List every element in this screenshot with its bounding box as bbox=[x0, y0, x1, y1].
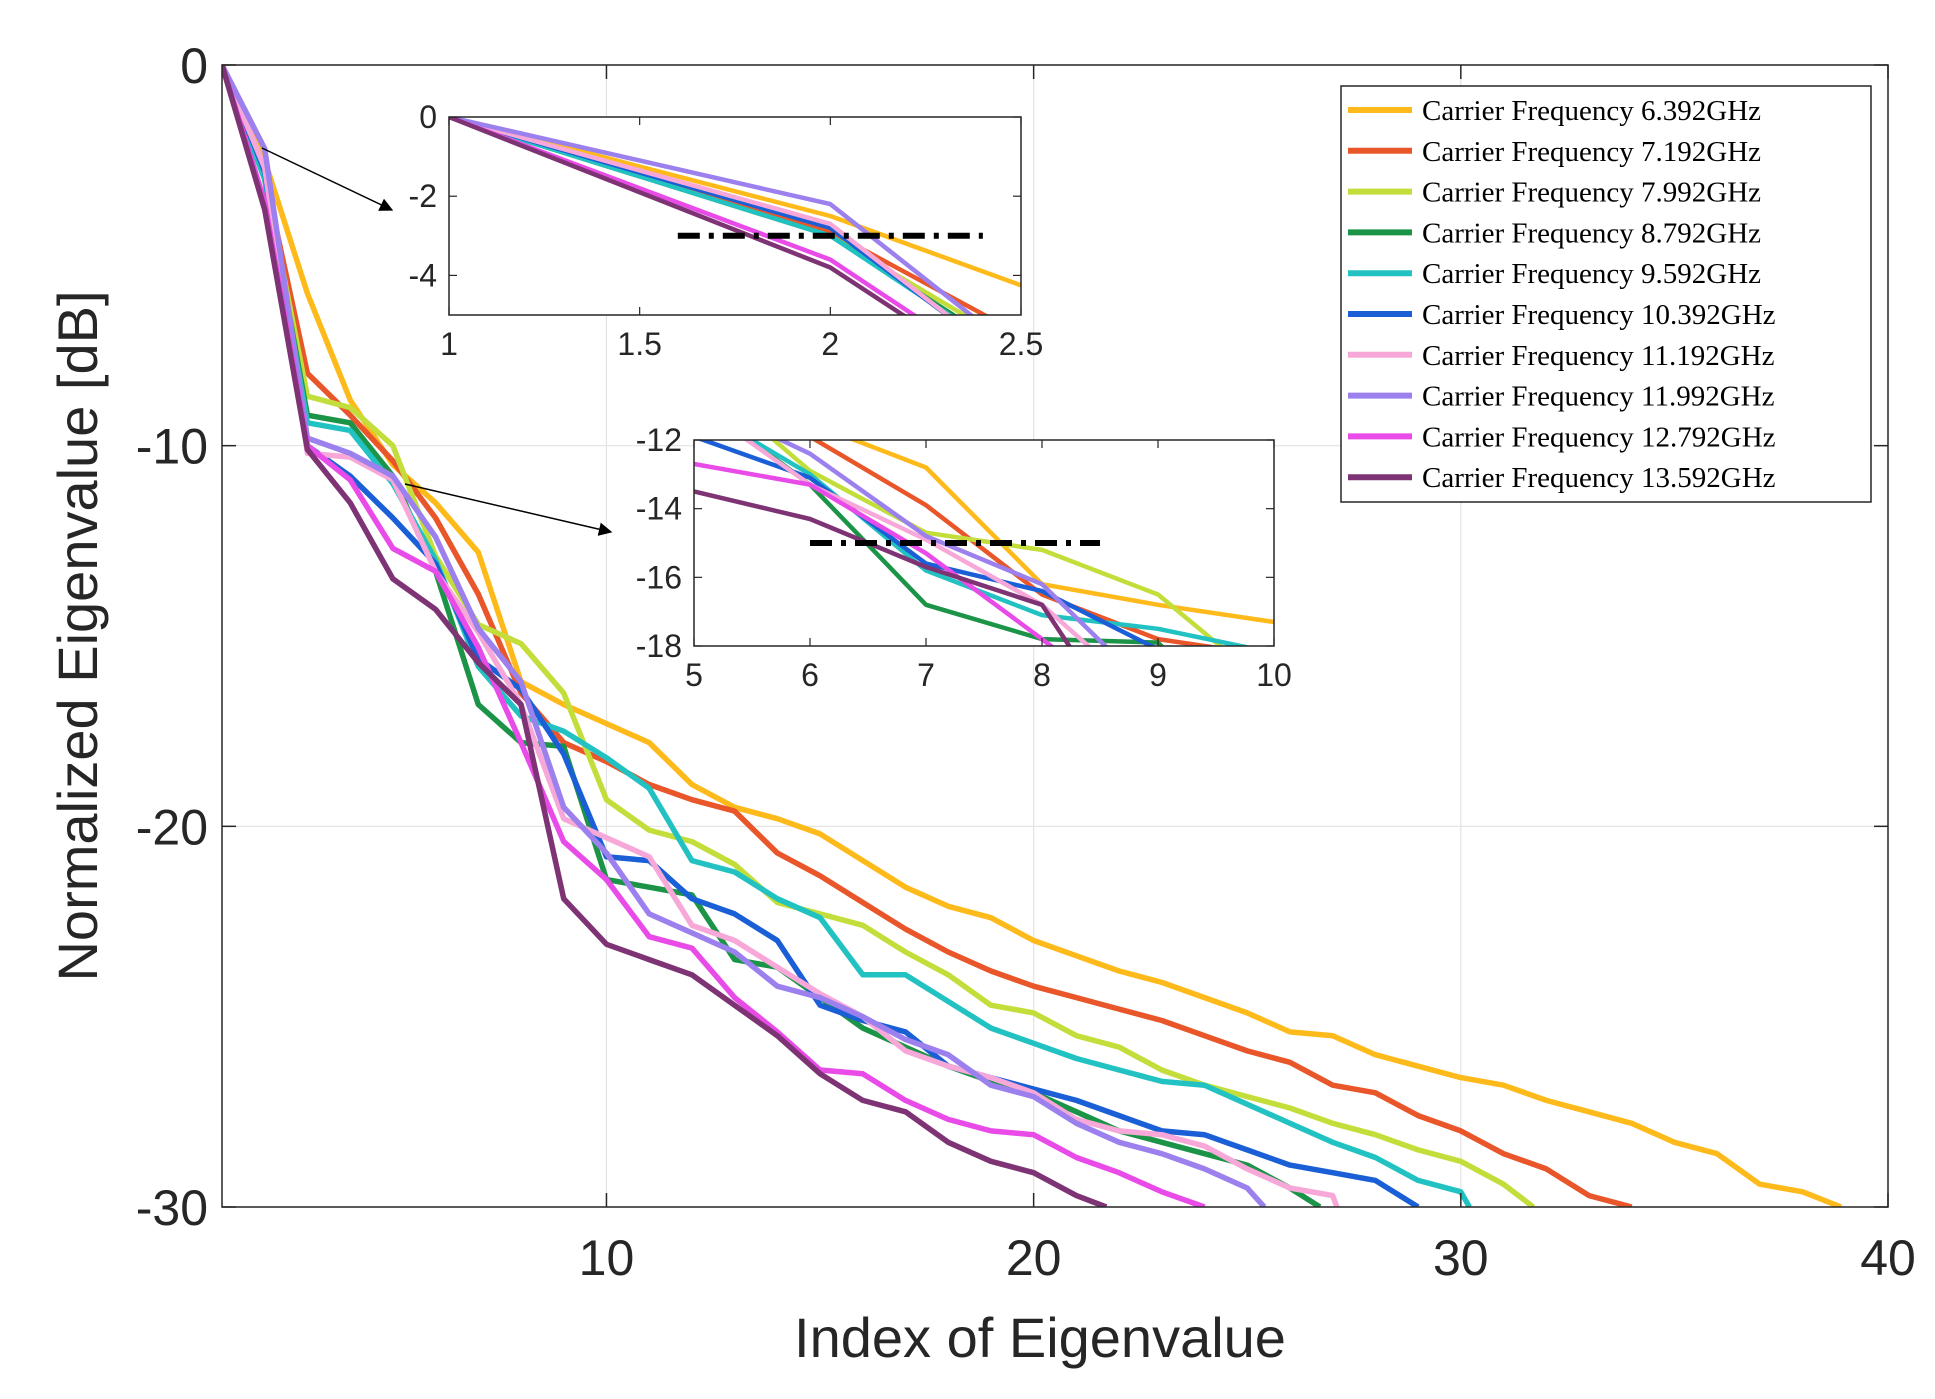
inset-middle-series bbox=[694, 440, 1274, 646]
inset-top-x-tick-label: 2.5 bbox=[999, 326, 1043, 362]
series-line-carrier-frequency-12-792ghz bbox=[222, 65, 1206, 1207]
series-line-carrier-frequency-11-192ghz bbox=[222, 65, 1340, 1207]
legend-label: Carrier Frequency 11.192GHz bbox=[1422, 340, 1775, 372]
legend-label: Carrier Frequency 7.992GHz bbox=[1422, 177, 1761, 209]
inset-top-ticks: 1 1.5 2 2.5 0 -2 -4 bbox=[409, 99, 1044, 362]
inset-middle-y-tick-label: -12 bbox=[636, 422, 682, 458]
inset-middle-series-line-carrier-frequency-7-992ghz bbox=[770, 440, 1224, 646]
inset-top-x-tick-label: 1 bbox=[440, 326, 458, 362]
inset-middle-series-line-carrier-frequency-10-392ghz bbox=[696, 440, 1157, 646]
inset-middle-x-tick-label: 5 bbox=[685, 657, 703, 693]
main-series bbox=[222, 65, 1843, 1207]
legend-box bbox=[1340, 85, 1872, 503]
plot-frame bbox=[221, 64, 1889, 1208]
y-tick-label: -30 bbox=[136, 1180, 208, 1236]
inset-middle-x-tick-label: 10 bbox=[1256, 657, 1292, 693]
inset-top-y-tick-label: -4 bbox=[409, 257, 437, 293]
series-line-carrier-frequency-11-992ghz bbox=[222, 65, 1267, 1207]
inset-middle-x-tick-label: 9 bbox=[1149, 657, 1167, 693]
y-tick-label: 0 bbox=[180, 38, 208, 94]
inset-top-y-tick-label: -2 bbox=[409, 178, 437, 214]
inset-middle-ticks: 5 6 7 8 9 10 -12 -14 -16 -18 bbox=[636, 422, 1292, 693]
inset-top-x-tick-label: 1.5 bbox=[617, 326, 661, 362]
inset-top-y-tick-label: 0 bbox=[419, 99, 437, 135]
inset-middle-series-line-carrier-frequency-7-192ghz bbox=[811, 440, 1220, 646]
inset-middle-y-tick-label: -18 bbox=[636, 628, 682, 664]
inset-middle-series-line-carrier-frequency-9-592ghz bbox=[747, 440, 1252, 646]
inset-middle-series-line-carrier-frequency-11-192ghz bbox=[743, 440, 1092, 646]
series-line-carrier-frequency-7-192ghz bbox=[222, 65, 1633, 1207]
y-tick-label: -10 bbox=[136, 419, 208, 475]
inset-top-frame bbox=[448, 116, 1022, 316]
x-tick-label: 40 bbox=[1860, 1230, 1916, 1286]
legend-label: Carrier Frequency 13.592GHz bbox=[1422, 462, 1776, 494]
legend-label: Carrier Frequency 10.392GHz bbox=[1422, 299, 1776, 331]
x-tick-label: 10 bbox=[579, 1230, 635, 1286]
inset-middle-frame bbox=[693, 439, 1275, 647]
legend: Carrier Frequency 6.392GHz Carrier Freque… bbox=[1348, 95, 1776, 494]
x-axis-title: Index of Eigenvalue bbox=[794, 1306, 1286, 1369]
inset-middle-x-tick-label: 7 bbox=[917, 657, 935, 693]
legend-label: Carrier Frequency 12.792GHz bbox=[1422, 421, 1776, 453]
y-tick-label: -20 bbox=[136, 799, 208, 855]
inset-middle-series-line-carrier-frequency-6-392ghz bbox=[848, 440, 1274, 625]
series-line-carrier-frequency-10-392ghz bbox=[222, 65, 1420, 1207]
inset-middle-y-tick-label: -14 bbox=[636, 491, 682, 527]
x-tick-label: 30 bbox=[1433, 1230, 1489, 1286]
y-axis-title: Normalized Eigenvalue [dB] bbox=[46, 290, 109, 981]
series-line-carrier-frequency-6-392ghz bbox=[222, 65, 1843, 1207]
legend-label: Carrier Frequency 11.992GHz bbox=[1422, 381, 1775, 413]
legend-label: Carrier Frequency 8.792GHz bbox=[1422, 217, 1761, 249]
inset-middle-y-tick-label: -16 bbox=[636, 559, 682, 595]
series-line-carrier-frequency-13-592ghz bbox=[222, 65, 1108, 1207]
main-ticks: 10 20 30 400-10-20-30 bbox=[136, 38, 1916, 1286]
legend-label: Carrier Frequency 6.392GHz bbox=[1422, 95, 1761, 127]
legend-label: Carrier Frequency 7.192GHz bbox=[1422, 136, 1761, 168]
inset-top-x-tick-label: 2 bbox=[821, 326, 839, 362]
inset-middle-x-tick-label: 6 bbox=[801, 657, 819, 693]
inset-top-arrow bbox=[261, 147, 394, 211]
x-tick-label: 20 bbox=[1006, 1230, 1062, 1286]
series-line-carrier-frequency-7-992ghz bbox=[222, 65, 1536, 1207]
inset-middle-x-tick-label: 8 bbox=[1033, 657, 1051, 693]
inset-middle-arrow bbox=[404, 483, 613, 536]
legend-label: Carrier Frequency 9.592GHz bbox=[1422, 258, 1761, 290]
